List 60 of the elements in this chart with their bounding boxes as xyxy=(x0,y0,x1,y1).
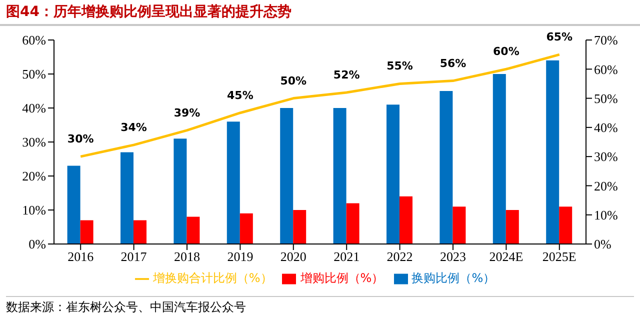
bar xyxy=(120,152,134,244)
x-tick-label: 2019 xyxy=(227,249,254,264)
bar xyxy=(134,220,146,244)
y2-tick-label: 50% xyxy=(594,90,618,106)
bar xyxy=(440,91,453,244)
bar xyxy=(452,206,466,244)
x-tick-label: 2018 xyxy=(174,249,200,264)
bar xyxy=(186,216,200,244)
x-tick-label: 2025E xyxy=(542,249,576,264)
data-label: 30% xyxy=(67,132,94,146)
bar xyxy=(492,74,506,244)
data-label: 65% xyxy=(546,30,573,44)
data-label: 52% xyxy=(333,68,360,82)
x-tick-label: 2022 xyxy=(386,249,413,264)
y-tick-label: 40% xyxy=(22,100,46,116)
data-label: 45% xyxy=(227,88,254,102)
x-tick-label: 2016 xyxy=(68,249,94,264)
legend-label: 增换购合计比例（%） xyxy=(152,271,272,285)
y-tick-label: 0% xyxy=(28,236,46,252)
bar xyxy=(506,210,519,244)
y-tick-label: 60% xyxy=(22,32,46,48)
source-note: 数据来源：崔东树公众号、中国汽车报公众号 xyxy=(6,296,634,316)
x-tick-label: 2024E xyxy=(489,249,524,264)
bar xyxy=(280,108,294,244)
legend-label: 换购比例（%） xyxy=(412,271,496,285)
x-tick-label: 2017 xyxy=(120,249,148,264)
bar xyxy=(559,206,572,244)
bar xyxy=(293,210,306,244)
x-tick-label: 2023 xyxy=(440,249,466,264)
bar xyxy=(346,203,360,244)
data-label: 39% xyxy=(174,106,200,120)
bar xyxy=(240,213,253,244)
bar xyxy=(80,220,94,244)
x-tick-label: 2020 xyxy=(280,249,306,264)
y2-tick-label: 10% xyxy=(594,207,618,222)
bar xyxy=(67,166,80,244)
y2-tick-label: 70% xyxy=(594,32,618,48)
y-tick-label: 20% xyxy=(22,168,46,184)
y2-tick-label: 40% xyxy=(594,120,618,136)
data-label: 34% xyxy=(120,120,147,134)
bar xyxy=(226,122,240,244)
bar xyxy=(333,108,346,244)
y-tick-label: 30% xyxy=(22,134,46,150)
data-label: 60% xyxy=(493,45,520,58)
bar xyxy=(174,138,187,244)
y2-tick-label: 30% xyxy=(594,149,618,164)
bar xyxy=(400,196,412,244)
y-tick-label: 10% xyxy=(22,202,46,218)
data-label: 56% xyxy=(440,56,466,70)
x-tick-label: 2021 xyxy=(334,249,360,264)
y2-tick-label: 0% xyxy=(594,236,612,252)
data-label: 55% xyxy=(386,60,413,73)
y2-tick-label: 60% xyxy=(594,62,618,77)
chart-title: 图44：历年增换购比例呈现出显著的提升态势 xyxy=(0,0,640,26)
y2-tick-label: 20% xyxy=(594,178,618,194)
legend-label: 增购比例（%） xyxy=(300,271,384,285)
y-tick-label: 50% xyxy=(22,66,46,82)
bar xyxy=(546,60,560,244)
bar xyxy=(386,104,400,244)
data-label: 50% xyxy=(280,74,307,88)
